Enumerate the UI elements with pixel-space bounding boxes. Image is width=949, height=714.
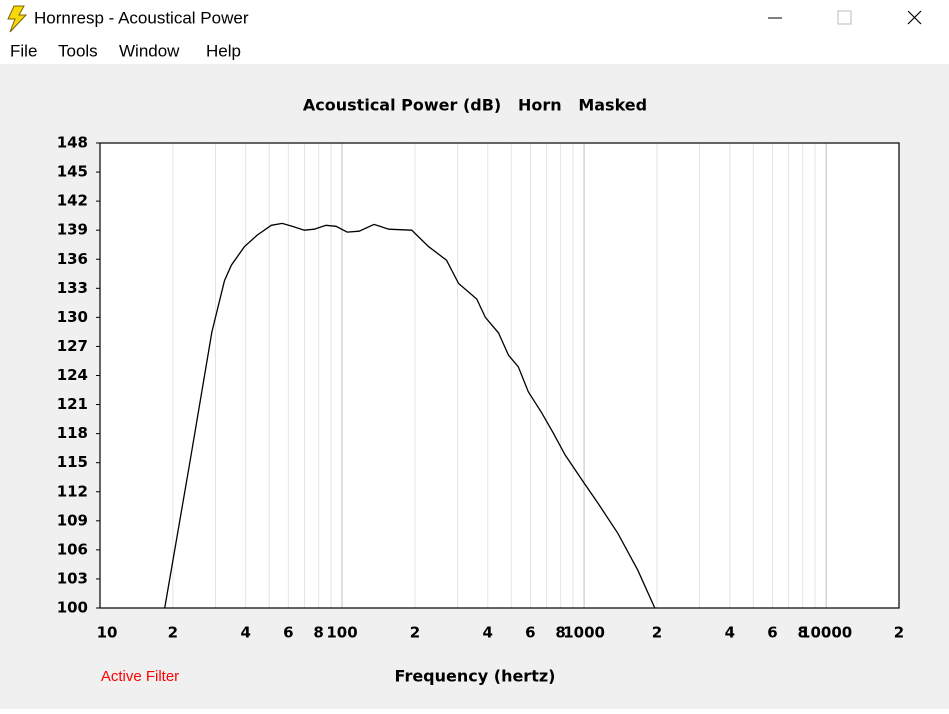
- x-axis-label: Frequency (hertz): [395, 667, 556, 686]
- y-tick-label: 127: [57, 337, 88, 355]
- y-tick-label: 139: [57, 221, 88, 239]
- window-title: Hornresp - Acoustical Power: [34, 8, 249, 27]
- x-tick-label: 2: [652, 624, 662, 642]
- x-tick-label: 6: [283, 624, 293, 642]
- x-tick-label: 10000: [800, 624, 852, 642]
- y-tick-label: 130: [57, 308, 88, 326]
- x-tick-label: 10: [97, 624, 118, 642]
- y-tick-label: 145: [57, 163, 88, 181]
- menu-item[interactable]: File: [10, 41, 37, 60]
- y-tick-label: 103: [57, 569, 88, 587]
- annotation: Active Filter: [101, 668, 179, 685]
- x-tick-label: 100: [326, 624, 357, 642]
- x-tick-label: 8: [313, 624, 323, 642]
- y-tick-label: 124: [57, 366, 88, 384]
- x-tick-label: 2: [894, 624, 904, 642]
- x-tick-label: 6: [767, 624, 777, 642]
- x-tick-label: 2: [168, 624, 178, 642]
- menu-bar: File Tools Window Help: [10, 41, 241, 60]
- y-tick-label: 118: [57, 424, 88, 442]
- y-tick-label: 115: [57, 453, 88, 471]
- x-tick-label: 6: [525, 624, 535, 642]
- x-tick-label: 4: [483, 624, 493, 642]
- data-line: [164, 222, 656, 609]
- title-bar: [0, 0, 949, 64]
- x-tick-label: 2: [410, 624, 420, 642]
- y-tick-label: 112: [57, 482, 88, 500]
- y-tick-label: 142: [57, 192, 88, 210]
- x-tick-label: 8: [555, 624, 565, 642]
- maximize-button[interactable]: [837, 10, 852, 25]
- x-tick-label: 4: [725, 624, 735, 642]
- y-tick-label: 106: [57, 540, 88, 558]
- x-tick-label: 4: [241, 624, 251, 642]
- x-tick-label: 8: [797, 624, 807, 642]
- y-tick-label: 148: [57, 134, 88, 152]
- x-tick-label: 1000: [563, 624, 605, 642]
- plot-area: [100, 143, 899, 608]
- app-icon: [7, 5, 28, 33]
- close-button[interactable]: [907, 10, 922, 25]
- chart-title: Acoustical Power (dB) Horn Masked: [303, 96, 647, 115]
- y-tick-label: 136: [57, 250, 88, 268]
- menu-item[interactable]: Window: [119, 41, 180, 60]
- y-tick-label: 109: [57, 511, 88, 529]
- menu-item[interactable]: Tools: [58, 41, 98, 60]
- y-tick-label: 121: [57, 395, 88, 413]
- y-tick-label: 100: [57, 599, 88, 617]
- y-tick-label: 133: [57, 279, 88, 297]
- menu-item[interactable]: Help: [206, 41, 241, 60]
- plot-frame: [99, 142, 900, 609]
